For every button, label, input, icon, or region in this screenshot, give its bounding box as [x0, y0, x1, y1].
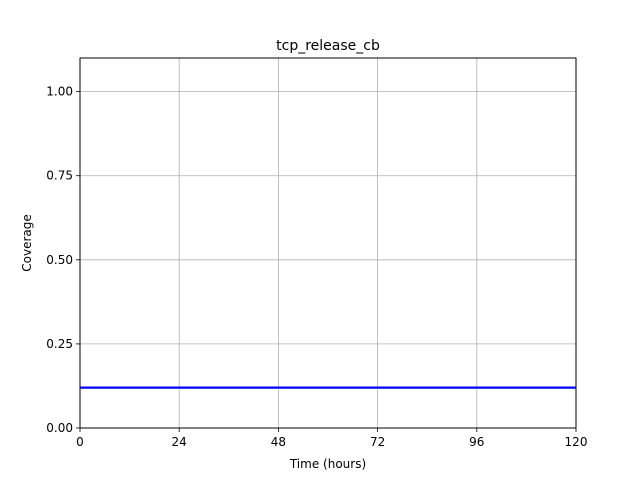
- x-tick-label: 72: [370, 435, 385, 449]
- x-tick-label: 120: [565, 435, 588, 449]
- y-tick-label: 0.25: [46, 337, 73, 351]
- y-tick-label: 1.00: [46, 85, 73, 99]
- y-axis-label: Coverage: [20, 214, 34, 272]
- plot-frame: [79, 57, 577, 429]
- x-axis-label: Time (hours): [289, 457, 366, 471]
- chart-title: tcp_release_cb: [276, 38, 380, 54]
- x-tick-label: 96: [469, 435, 484, 449]
- x-tick-label: 0: [76, 435, 84, 449]
- axis-ticks: 0 24 48 72 96 120 0.00 0.25 0.50 0.75 1.00: [46, 85, 587, 449]
- y-tick-label: 0.75: [46, 169, 73, 183]
- x-tick-label: 24: [172, 435, 187, 449]
- y-tick-label: 0.50: [46, 253, 73, 267]
- x-tick-label: 48: [271, 435, 286, 449]
- y-tick-label: 0.00: [46, 421, 73, 435]
